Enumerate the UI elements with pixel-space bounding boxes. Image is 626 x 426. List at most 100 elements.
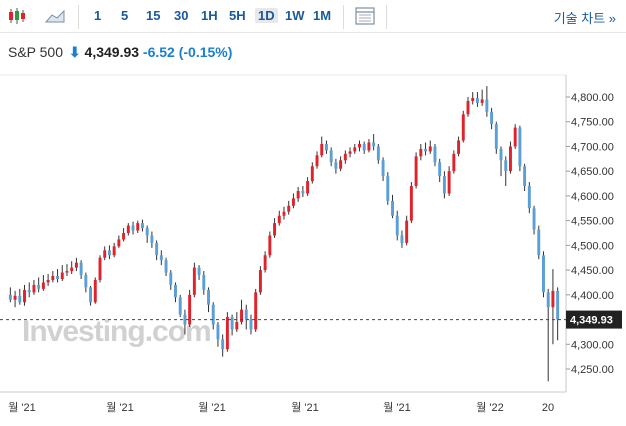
y-tick-label: 4,550.00 (571, 216, 614, 228)
candle-body (178, 297, 182, 315)
candle (537, 225, 541, 260)
timeframe-30[interactable]: 30 (174, 8, 189, 23)
candle-body (391, 200, 394, 216)
candle (32, 279, 36, 295)
candle (235, 312, 239, 332)
candle (216, 322, 220, 347)
candle (8, 287, 12, 303)
candle (70, 261, 74, 275)
candle-body (400, 235, 404, 243)
candle-body (263, 255, 267, 271)
candle-body (8, 294, 12, 300)
timeframe-5[interactable]: 5 (121, 8, 129, 23)
area-chart-icon[interactable] (44, 6, 66, 26)
y-tick-label: 4,400.00 (571, 290, 614, 302)
timeframe-1d[interactable]: 1D (255, 8, 278, 23)
candle-body (499, 148, 503, 161)
candle-body (98, 257, 102, 280)
candle-body (235, 322, 239, 330)
candle (343, 150, 347, 164)
investing-watermark: Investing.com (22, 315, 212, 348)
table-view-icon[interactable] (354, 6, 376, 26)
candle-body (140, 223, 144, 229)
candle-body (216, 324, 220, 340)
candle-body (320, 143, 324, 156)
candle-body (414, 156, 418, 187)
candle-body (225, 317, 229, 350)
timeframe-15[interactable]: 15 (146, 8, 161, 23)
candle (221, 334, 225, 357)
candle-body (556, 290, 560, 320)
candle (490, 107, 494, 130)
x-tick-label: 월 '21 (8, 401, 36, 414)
candle-body (537, 229, 541, 256)
timeframe-1w[interactable]: 1W (285, 8, 305, 23)
candle-body (306, 181, 310, 194)
candle (112, 242, 116, 258)
candle-body (301, 190, 305, 194)
candlestick-chart-icon[interactable] (6, 6, 28, 26)
candle-body (409, 186, 413, 221)
candle-body (56, 276, 60, 279)
candle-body (46, 279, 50, 283)
candle (334, 158, 338, 174)
technical-chart-link[interactable]: 기술 차트 » (553, 11, 616, 26)
candle (51, 271, 55, 283)
candle (381, 157, 385, 182)
candle-body (103, 250, 107, 258)
candle-body (164, 260, 168, 273)
candle (268, 231, 272, 258)
candle (169, 270, 173, 290)
x-tick-label: 월 '21 (383, 401, 411, 414)
candle-body (51, 276, 55, 280)
candle (244, 304, 248, 330)
candle (324, 140, 328, 154)
candle-body (471, 97, 475, 101)
candle (107, 245, 111, 260)
candle-body (145, 228, 149, 236)
candle (372, 134, 376, 151)
candle-body (268, 235, 272, 256)
candle-body (339, 160, 343, 169)
candle (145, 225, 149, 243)
candle-body (240, 309, 244, 323)
candle-body (358, 143, 361, 148)
candle-body (329, 150, 333, 163)
candle-body (395, 215, 399, 236)
timeframe-1[interactable]: 1 (94, 8, 102, 23)
candle-body (424, 148, 428, 152)
toolbar-divider (386, 5, 387, 29)
candle (452, 150, 456, 174)
candle (405, 215, 409, 246)
candle-body (169, 272, 173, 285)
candle-body (372, 142, 376, 147)
candle-body (381, 160, 385, 177)
timeframe-1m[interactable]: 1M (313, 8, 332, 23)
candle-body (551, 290, 555, 308)
y-tick-label: 4,600.00 (571, 191, 614, 203)
x-tick-label: 월 '21 (198, 401, 226, 414)
candle (424, 142, 428, 156)
candle (409, 182, 413, 224)
candle-body (419, 148, 423, 157)
candle (523, 163, 527, 191)
last-price-tag (566, 310, 622, 329)
candle-body (428, 146, 432, 152)
down-arrow-icon: ⬇ (68, 44, 81, 60)
candle (23, 284, 26, 306)
candle (178, 294, 182, 318)
candle (518, 125, 522, 172)
candle-body (79, 262, 83, 276)
candle-body (282, 211, 286, 216)
candle (164, 257, 168, 277)
candle (258, 266, 262, 295)
candle-body (513, 127, 517, 147)
candle-body (518, 127, 522, 167)
candle (18, 288, 22, 305)
candle-body (386, 176, 390, 201)
timeframe-1h[interactable]: 1H (201, 8, 218, 23)
candle-body (273, 223, 277, 236)
timeframe-5h[interactable]: 5H (229, 8, 246, 23)
candle (461, 110, 465, 143)
